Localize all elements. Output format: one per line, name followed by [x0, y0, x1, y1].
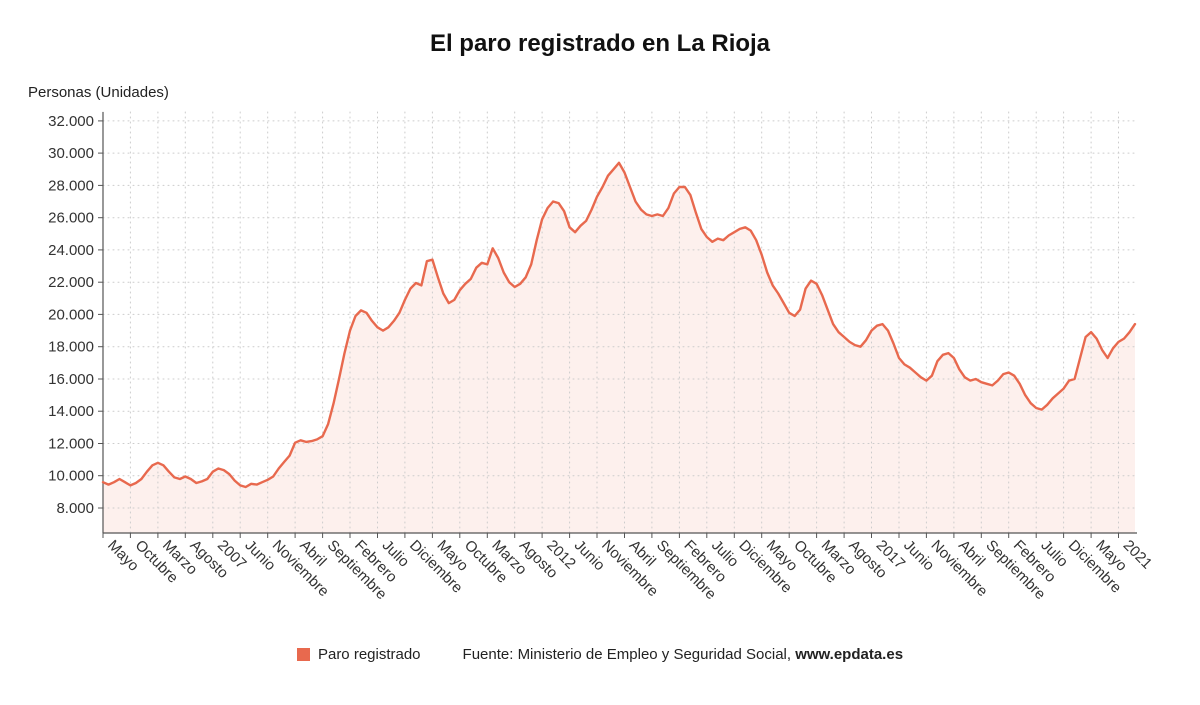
source-prefix: Fuente: Ministerio de Empleo y Seguridad…: [462, 646, 796, 663]
svg-text:Junio: Junio: [571, 537, 608, 574]
epdata-link: www.epdata.es: [795, 646, 904, 663]
y-axis-title: Personas (Unidades): [28, 84, 169, 101]
svg-text:30.000: 30.000: [48, 145, 94, 162]
svg-text:28.000: 28.000: [48, 177, 94, 194]
svg-text:18.000: 18.000: [48, 339, 94, 356]
unemployment-line-chart: 8.000 10.000 12.000 14.000 16.000 18.000 20.00…: [48, 111, 1155, 603]
svg-text:24.000: 24.000: [48, 242, 94, 259]
legend: Paro registrado Fuente: Ministerio de Em…: [0, 646, 1200, 663]
svg-text:Junio: Junio: [241, 537, 278, 574]
svg-text:Mayo: Mayo: [104, 537, 142, 575]
svg-text:22.000: 22.000: [48, 274, 94, 291]
svg-text:Junio: Junio: [900, 537, 937, 574]
svg-text:26.000: 26.000: [48, 210, 94, 227]
chart-title: El paro registrado en La Rioja: [429, 30, 771, 57]
svg-text:12.000: 12.000: [48, 435, 94, 452]
svg-text:16.000: 16.000: [48, 371, 94, 388]
series-legend-label: Paro registrado: [317, 646, 421, 663]
legend-item-paro-registrado: Paro registrado: [296, 646, 421, 663]
svg-text:32.000: 32.000: [48, 113, 94, 130]
svg-text:20.000: 20.000: [48, 306, 94, 323]
svg-text:8.000: 8.000: [56, 500, 94, 517]
series-color-swatch: [296, 648, 310, 661]
source-text: Fuente: Ministerio de Empleo y Seguridad…: [463, 646, 904, 663]
svg-text:14.000: 14.000: [48, 403, 94, 420]
svg-text:10.000: 10.000: [48, 468, 94, 485]
